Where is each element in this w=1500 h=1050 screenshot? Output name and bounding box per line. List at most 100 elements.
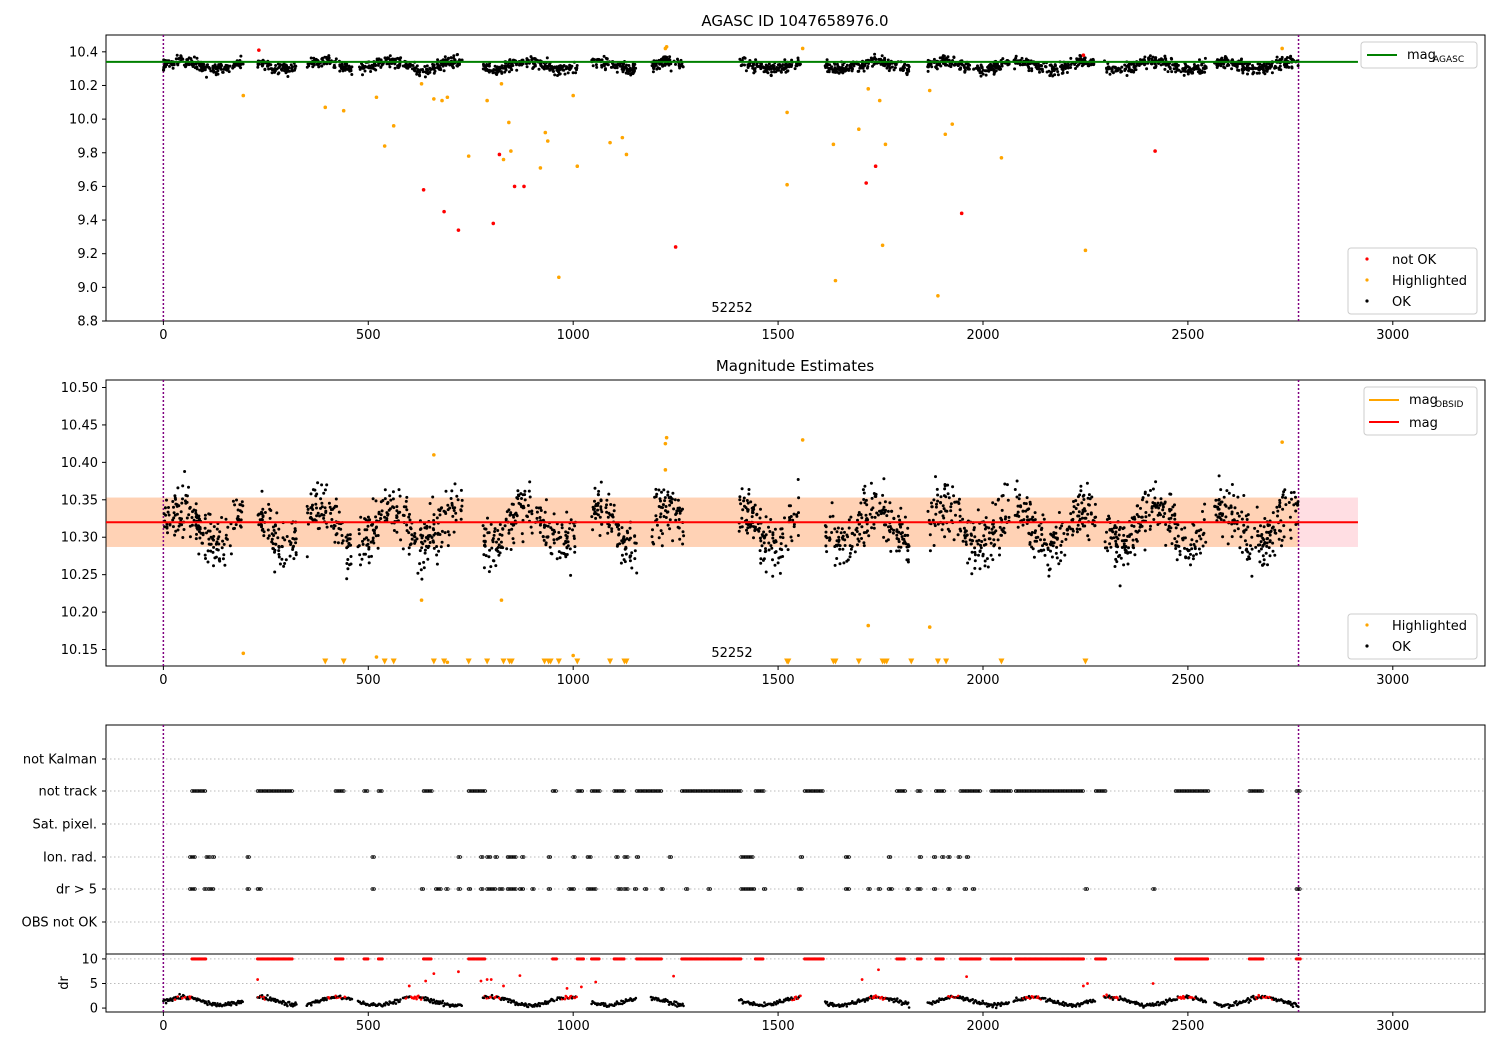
flag-point <box>1250 789 1255 793</box>
ok-point <box>1296 503 1300 507</box>
ok-point <box>768 530 772 533</box>
ok-point <box>573 524 577 528</box>
panel-1-legend-top: mag AGASC <box>1360 41 1478 69</box>
ok-point <box>1107 514 1111 518</box>
flag-point <box>530 887 534 891</box>
ok-point <box>392 529 396 532</box>
ok-point <box>659 499 662 503</box>
ok-point <box>1261 65 1265 69</box>
ok-point <box>751 511 755 515</box>
ok-point <box>655 492 659 496</box>
flag-point <box>421 887 426 891</box>
ok-point <box>651 62 655 66</box>
ok-point <box>624 552 628 556</box>
ok-point <box>1294 509 1298 513</box>
ok-point <box>432 533 436 537</box>
ok-point <box>317 65 321 69</box>
flag-point <box>917 789 921 793</box>
ok-point <box>334 57 338 61</box>
ok-point <box>275 511 279 515</box>
ok-point <box>858 532 862 536</box>
ok-point <box>881 493 885 497</box>
ok-point <box>261 514 265 518</box>
ok-point <box>443 55 447 59</box>
ok-point <box>1081 510 1085 514</box>
flag-point <box>1257 789 1261 793</box>
highlighted-point <box>620 135 625 140</box>
ok-point <box>880 54 884 58</box>
ok-point <box>1190 538 1194 542</box>
ok-point <box>1000 508 1004 512</box>
ok-point <box>268 516 272 520</box>
ok-point <box>882 505 886 509</box>
ok-point <box>753 529 757 533</box>
ok-point <box>897 545 901 549</box>
ok-point <box>1056 70 1060 74</box>
ok-point <box>847 518 851 522</box>
ok-point <box>519 492 523 496</box>
ok-point <box>383 497 387 501</box>
ok-point <box>1062 532 1066 535</box>
ok-point <box>1015 495 1019 499</box>
ok-point <box>1245 518 1249 521</box>
ok-point <box>1050 555 1054 559</box>
ok-point <box>596 493 600 496</box>
ok-point <box>1030 517 1033 521</box>
ok-point <box>781 536 785 540</box>
ok-point <box>527 489 531 493</box>
ok-point <box>1126 562 1130 566</box>
ok-point <box>1117 533 1121 537</box>
ok-point <box>970 539 974 542</box>
ok-point <box>563 72 567 76</box>
flag-point <box>643 789 647 793</box>
ok-point <box>959 529 963 533</box>
ok-point <box>332 63 336 67</box>
ok-point <box>1018 493 1022 497</box>
ok-point <box>1083 509 1087 513</box>
ok-point <box>419 568 423 572</box>
ok-point <box>1296 500 1300 504</box>
ok-point <box>323 488 327 492</box>
flag-point <box>761 789 766 793</box>
ok-point <box>1170 542 1174 546</box>
ok-point <box>165 498 168 502</box>
highlighted-point <box>857 127 861 132</box>
ok-point <box>195 514 199 518</box>
ok-point <box>174 57 178 61</box>
ok-point <box>1154 480 1158 484</box>
ok-point <box>1250 547 1254 551</box>
ok-point <box>277 555 281 559</box>
ok-point <box>346 558 350 561</box>
ok-point <box>191 62 195 66</box>
flag-point <box>1018 789 1023 793</box>
ok-point <box>745 499 749 502</box>
ok-point <box>181 484 185 488</box>
dr-point <box>338 994 342 998</box>
ok-point <box>572 534 576 538</box>
ok-point <box>565 510 569 514</box>
flag-point <box>817 789 822 793</box>
y-tick-label: 9.6 <box>77 180 98 195</box>
ok-point <box>173 533 177 537</box>
ok-point <box>268 507 272 511</box>
ok-point <box>1030 545 1034 549</box>
ok-point <box>1150 510 1154 514</box>
ok-point <box>591 528 595 532</box>
ok-point <box>293 68 296 72</box>
x-tick-label: 1000 <box>557 1019 590 1034</box>
ok-point <box>616 522 620 526</box>
clipped-marker <box>500 658 507 665</box>
flag-point <box>737 789 741 793</box>
flag-point <box>956 855 961 859</box>
legend-ok-2: OK <box>1392 640 1411 655</box>
ok-point <box>501 527 505 531</box>
ok-point <box>1170 513 1174 517</box>
ok-point <box>1290 65 1294 69</box>
ok-point <box>1127 546 1130 550</box>
ok-point <box>1218 516 1222 520</box>
flag-point <box>509 855 513 859</box>
highlighted-point <box>575 164 580 169</box>
ok-point <box>1280 544 1283 548</box>
ok-point <box>827 70 831 74</box>
